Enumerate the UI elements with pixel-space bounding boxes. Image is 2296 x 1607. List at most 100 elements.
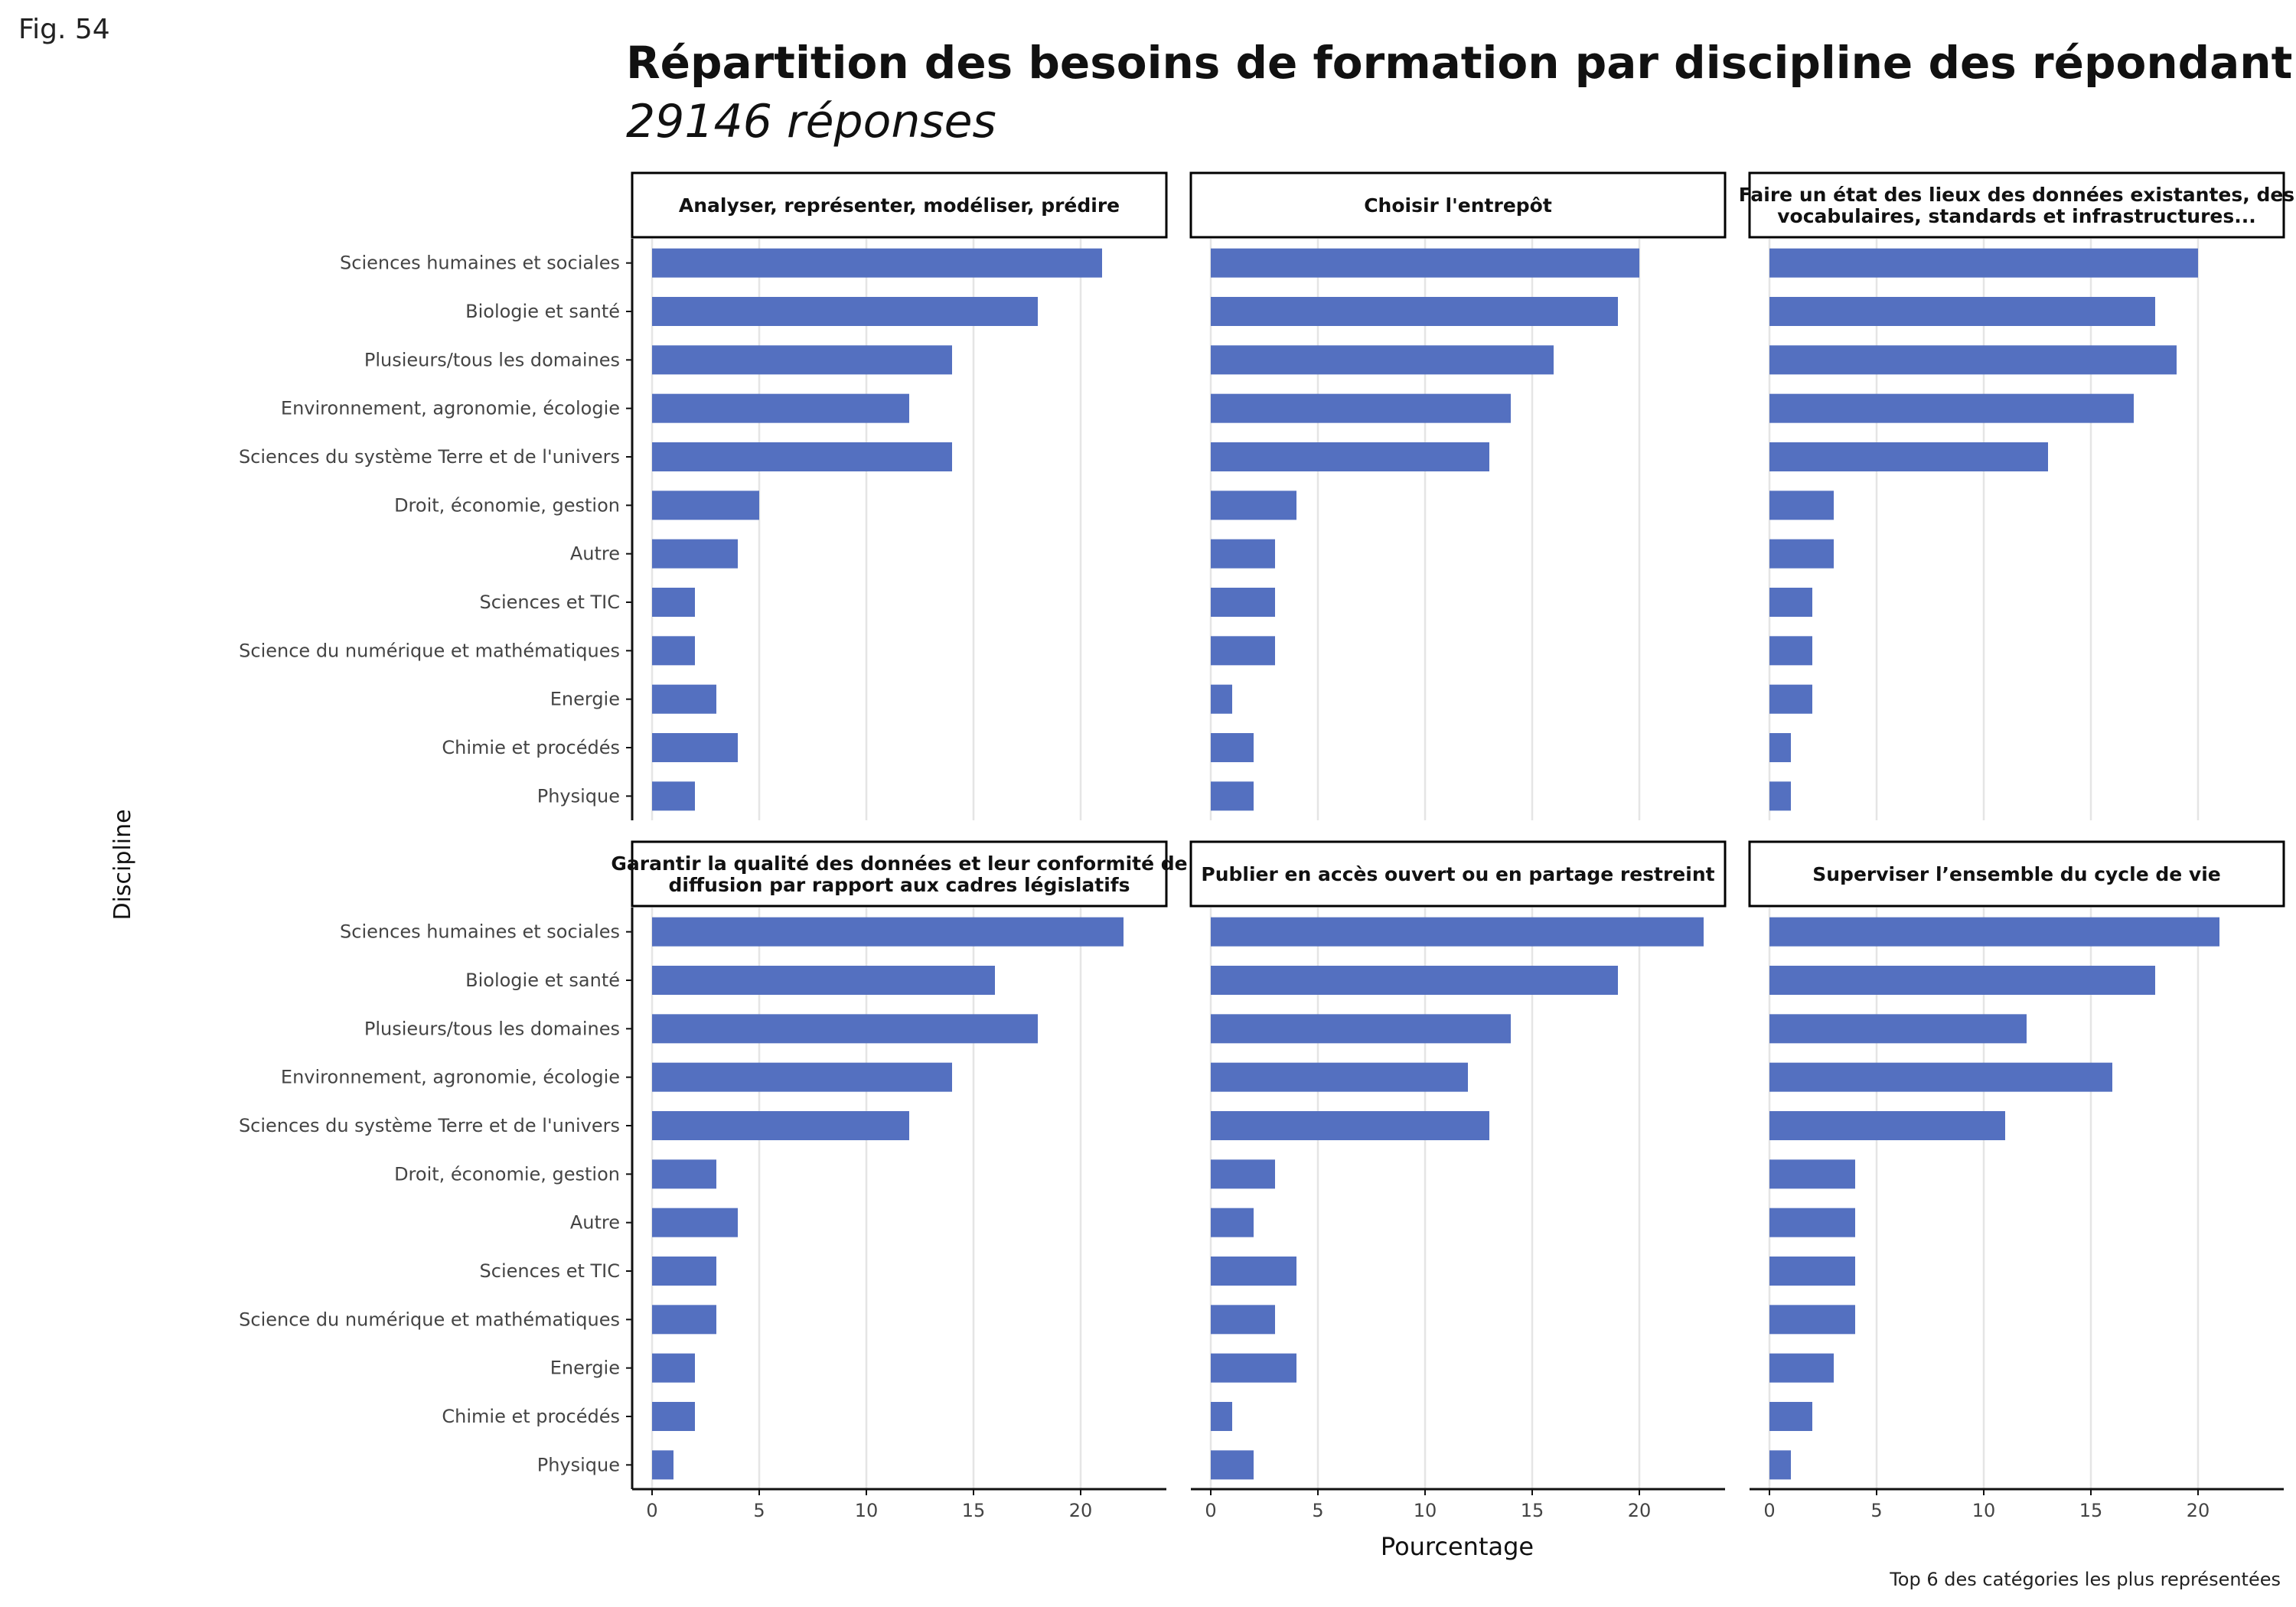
facet-title: Faire un état des lieux des données exis… [1739, 184, 2294, 206]
y-tick-label: Chimie et procédés [442, 1406, 620, 1427]
bar [1211, 1402, 1232, 1431]
bar [1211, 442, 1489, 471]
bar [1211, 684, 1232, 714]
chart-caption: Top 6 des catégories les plus représenté… [1890, 1569, 2281, 1590]
bar [1769, 539, 1834, 569]
bar [1211, 1111, 1489, 1140]
bar [1211, 539, 1275, 569]
bar [1769, 345, 2177, 375]
facet-title: Choisir l'entrepôt [1364, 194, 1552, 217]
facet-strip [631, 171, 1168, 239]
bar [652, 588, 695, 617]
bar [652, 1353, 695, 1383]
bar [652, 781, 695, 811]
bar [1769, 636, 1812, 666]
bar [1211, 297, 1618, 326]
bar [652, 1159, 716, 1189]
bar [1211, 248, 1639, 278]
chart-subtitle: 29146 réponses [626, 95, 996, 148]
bar [652, 297, 1038, 326]
bar [652, 684, 716, 714]
y-tick-label: Environnement, agronomie, écologie [281, 398, 620, 419]
bar [1211, 781, 1254, 811]
y-tick-label: Droit, économie, gestion [394, 1163, 620, 1185]
bar [652, 1257, 716, 1286]
bar [652, 1014, 1038, 1044]
x-tick-label: 0 [1763, 1500, 1775, 1521]
bar [1769, 1208, 1855, 1237]
x-tick-label: 5 [1312, 1500, 1323, 1521]
x-tick-label: 20 [2187, 1500, 2210, 1521]
bar [1211, 1159, 1275, 1189]
bar [1769, 733, 1791, 762]
bar [1211, 1208, 1254, 1237]
bar [652, 1402, 695, 1431]
bar [1769, 1305, 1855, 1335]
bar [1211, 966, 1618, 995]
bar [1769, 917, 2219, 947]
x-tick-label: 10 [855, 1500, 879, 1521]
bar [1211, 1305, 1275, 1335]
bar [1769, 966, 2155, 995]
x-tick-label: 20 [1628, 1500, 1652, 1521]
bar [1211, 1062, 1468, 1092]
y-tick-label: Science du numérique et mathématiques [239, 640, 620, 661]
bar [652, 1305, 716, 1335]
facet-strip [1748, 171, 2285, 239]
figure-label: Fig. 54 [18, 14, 110, 45]
bar [1211, 345, 1554, 375]
y-tick-label: Plusieurs/tous les domaines [364, 349, 620, 370]
chart-title: Répartition des besoins de formation par… [626, 37, 2296, 89]
y-tick-label: Chimie et procédés [442, 737, 620, 758]
bar [1769, 1450, 1791, 1480]
x-tick-label: 10 [1972, 1500, 1996, 1521]
bar [1769, 1062, 2112, 1092]
y-tick-label: Sciences humaines et sociales [340, 253, 620, 274]
y-tick-label: Sciences et TIC [480, 592, 620, 613]
bar [652, 442, 952, 471]
bar [1769, 1257, 1855, 1286]
y-tick-label: Energie [550, 689, 620, 710]
y-tick-label: Sciences du système Terre et de l'univer… [239, 446, 620, 468]
facet-strip [631, 840, 1168, 908]
y-tick-label: Autre [570, 543, 620, 565]
bar [1211, 1353, 1296, 1383]
facet-title: Superviser l’ensemble du cycle de vie [1812, 863, 2220, 885]
y-tick-label: Energie [550, 1358, 620, 1379]
y-tick-label: Autre [570, 1212, 620, 1234]
facet-title: vocabulaires, standards et infrastructur… [1777, 205, 2256, 227]
x-tick-label: 0 [646, 1500, 657, 1521]
facet-strip [1748, 840, 2285, 908]
bar [652, 1062, 952, 1092]
bar [1769, 1014, 2027, 1044]
bar [1211, 733, 1254, 762]
bar [1769, 491, 1834, 520]
bar [1769, 684, 1812, 714]
facet-title: Publier en accès ouvert ou en partage re… [1201, 863, 1714, 885]
bar [652, 1450, 673, 1480]
bar [1769, 442, 2048, 471]
bar [1769, 297, 2155, 326]
bar [1211, 917, 1704, 947]
facet-strip [1189, 171, 1727, 239]
bar [1769, 781, 1791, 811]
y-tick-label: Sciences humaines et sociales [340, 921, 620, 943]
y-tick-label: Sciences et TIC [480, 1260, 620, 1282]
bar [652, 393, 909, 423]
bar [1769, 1111, 2005, 1140]
bar [652, 539, 738, 569]
bar [1769, 1353, 1834, 1383]
bar [1769, 1159, 1855, 1189]
bar [652, 733, 738, 762]
x-tick-label: 15 [962, 1500, 986, 1521]
y-tick-label: Sciences du système Terre et de l'univer… [239, 1115, 620, 1136]
y-axis-title: Discipline [109, 809, 136, 920]
x-tick-label: 5 [1870, 1500, 1882, 1521]
facet-title: Analyser, représenter, modéliser, prédir… [679, 194, 1120, 217]
bar [652, 248, 1102, 278]
bar [1211, 1014, 1511, 1044]
x-tick-label: 10 [1414, 1500, 1437, 1521]
bar [1211, 1450, 1254, 1480]
facet-title: Garantir la qualité des données et leur … [611, 852, 1187, 875]
